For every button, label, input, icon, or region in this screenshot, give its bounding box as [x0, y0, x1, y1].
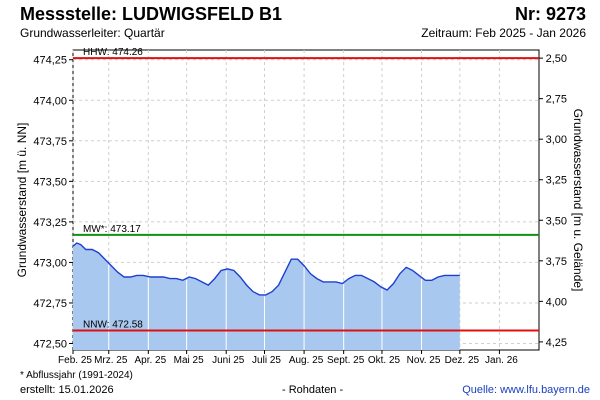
y-tick-label: 473,25 [33, 217, 67, 229]
right-tick-label: 3,75 [546, 256, 567, 268]
station-number: Nr: 9273 [514, 4, 586, 24]
x-tick-label: Okt. 25 [368, 355, 401, 366]
y-tick-label: 472,75 [33, 298, 67, 310]
series-line [72, 242, 460, 296]
y-axis-left: 472,50 472,75 473,00 473,25 473,50 473,75 474,… [33, 55, 73, 351]
y-tick-label: 473,75 [33, 136, 67, 148]
x-tick-label: Jan. 26 [485, 355, 518, 366]
created-date: erstellt: 15.01.2026 [20, 384, 114, 396]
y-tick-label: 473,00 [33, 257, 67, 269]
period-label: Zeitraum: Feb 2025 - Jan 2026 [421, 26, 586, 40]
y-axis-title-left: Grundwasserstand [m ü. NN] [15, 123, 29, 278]
y-tick-label: 474,00 [33, 95, 67, 107]
right-tick-label: 3,50 [546, 215, 567, 227]
y-axis-right: 2,50 2,75 3,00 3,25 3,50 3,75 4,00 4,25 [539, 53, 567, 349]
right-tick-label: 2,75 [546, 94, 567, 106]
series-area-fill [73, 243, 460, 350]
source-link[interactable]: Quelle: www.lfu.bayern.de [462, 384, 590, 396]
reference-label: MW*: 473.17 [83, 224, 141, 235]
x-axis: Feb. 25 Mrz. 25 Apr. 25 Mai 25 Juni 25 Juli 2… [58, 350, 518, 366]
y-tick-label: 474,25 [33, 55, 67, 67]
x-tick-label: Sept. 25 [327, 355, 365, 366]
right-tick-label: 3,00 [546, 134, 567, 146]
y-tick-label: 473,50 [33, 176, 67, 188]
station-title: Messstelle: LUDWIGSFELD B1 [20, 4, 283, 24]
mean-note: * Abflussjahr (1991-2024) [20, 370, 133, 381]
raw-data-label: - Rohdaten - [282, 384, 344, 396]
x-tick-label: Mrz. 25 [94, 355, 128, 366]
series-layer [72, 242, 460, 350]
reference-label: NNW: 472.58 [83, 320, 143, 331]
x-tick-label: Aug. 25 [289, 355, 324, 366]
x-tick-label: Juni 25 [212, 355, 245, 366]
reference-lines: HHW: 474.26 MW*: 473.17 NNW: 472.58 [73, 47, 539, 332]
x-tick-label: Nov. 25 [407, 355, 441, 366]
x-tick-label: Dez. 25 [445, 355, 480, 366]
x-tick-label: Feb. 25 [58, 355, 92, 366]
x-tick-label: Apr. 25 [134, 355, 166, 366]
x-tick-label: Juli 25 [252, 355, 281, 366]
right-tick-label: 4,00 [546, 296, 567, 308]
right-tick-label: 3,25 [546, 175, 567, 187]
aquifer-label: Grundwasserleiter: Quartär [20, 26, 165, 40]
right-tick-label: 2,50 [546, 53, 567, 65]
x-tick-label: Mai 25 [174, 355, 204, 366]
reference-label: HHW: 474.26 [83, 47, 143, 58]
y-tick-label: 472,50 [33, 339, 67, 351]
right-tick-label: 4,25 [546, 337, 567, 349]
y-axis-title-right: Grundwasserstand [m u. Gelände] [571, 109, 585, 292]
